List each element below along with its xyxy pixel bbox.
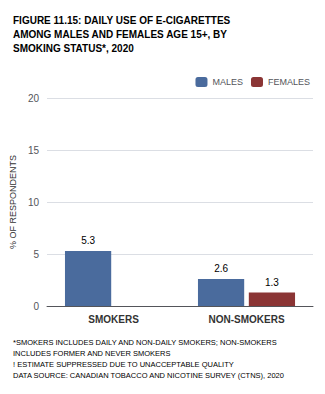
svg-text:MALES: MALES: [212, 77, 243, 87]
svg-text:FIGURE 11.15: DAILY USE OF E-C: FIGURE 11.15: DAILY USE OF E-CIGARETTES: [13, 15, 231, 26]
svg-text:DATA SOURCE: CANADIAN TOBACCO: DATA SOURCE: CANADIAN TOBACCO AND NICOTI…: [13, 371, 284, 380]
svg-text:15: 15: [28, 145, 40, 156]
svg-text:*SMOKERS INCLUDES DAILY AND NO: *SMOKERS INCLUDES DAILY AND NON-DAILY SM…: [13, 338, 277, 347]
svg-text:5: 5: [33, 249, 39, 260]
svg-text:10: 10: [28, 197, 40, 208]
svg-text:! ESTIMATE SUPPRESSED DUE TO U: ! ESTIMATE SUPPRESSED DUE TO UNACCEPTABL…: [13, 360, 234, 369]
svg-text:2.6: 2.6: [214, 263, 228, 274]
svg-text:20: 20: [28, 93, 40, 104]
svg-text:!: !: [137, 290, 140, 302]
svg-text:SMOKERS: SMOKERS: [88, 314, 139, 325]
svg-text:FEMALES: FEMALES: [268, 77, 310, 87]
svg-text:INCLUDES FORMER AND NEVER SMOK: INCLUDES FORMER AND NEVER SMOKERS: [13, 349, 171, 358]
svg-text:1.3: 1.3: [265, 277, 279, 288]
svg-text:AMONG MALES AND FEMALES AGE 15: AMONG MALES AND FEMALES AGE 15+, BY: [13, 29, 227, 40]
svg-text:5.3: 5.3: [81, 235, 95, 246]
svg-text:NON-SMOKERS: NON-SMOKERS: [208, 314, 284, 325]
svg-text:SMOKING STATUS*, 2020: SMOKING STATUS*, 2020: [13, 43, 134, 54]
svg-text:0: 0: [33, 301, 39, 312]
svg-text:% OF RESPONDENTS: % OF RESPONDENTS: [8, 155, 18, 249]
